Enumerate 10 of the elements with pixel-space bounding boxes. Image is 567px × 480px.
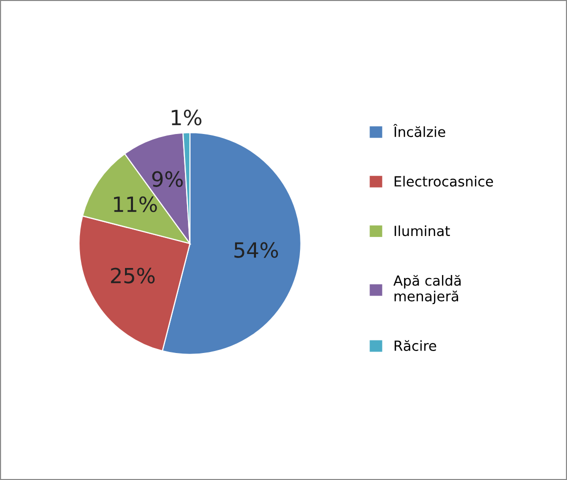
legend-label: Încălzie <box>393 124 446 138</box>
data-label: 9% <box>152 171 183 187</box>
data-label: 1% <box>172 110 202 126</box>
data-label: 11% <box>114 196 157 212</box>
data-label: 25% <box>111 268 155 284</box>
legend-label: Răcire <box>394 340 436 351</box>
legend-label: Iluminat <box>394 225 450 236</box>
data-label: 54% <box>234 242 278 258</box>
legend-label: Electrocasnice <box>394 176 493 187</box>
legend-label: Apă caldă menajeră <box>393 274 461 304</box>
